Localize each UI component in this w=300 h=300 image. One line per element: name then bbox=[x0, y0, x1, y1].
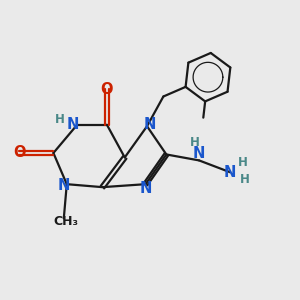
Text: N: N bbox=[224, 165, 236, 180]
Text: N: N bbox=[193, 146, 205, 161]
Text: H: H bbox=[238, 156, 248, 169]
Text: N: N bbox=[140, 181, 152, 196]
Text: H: H bbox=[55, 113, 65, 126]
Text: O: O bbox=[101, 82, 113, 97]
Text: N: N bbox=[58, 178, 70, 193]
Text: O: O bbox=[13, 146, 26, 160]
Text: H: H bbox=[190, 136, 200, 149]
Text: N: N bbox=[144, 117, 156, 132]
Text: H: H bbox=[240, 173, 250, 186]
Text: N: N bbox=[67, 117, 79, 132]
Text: CH₃: CH₃ bbox=[54, 215, 79, 228]
